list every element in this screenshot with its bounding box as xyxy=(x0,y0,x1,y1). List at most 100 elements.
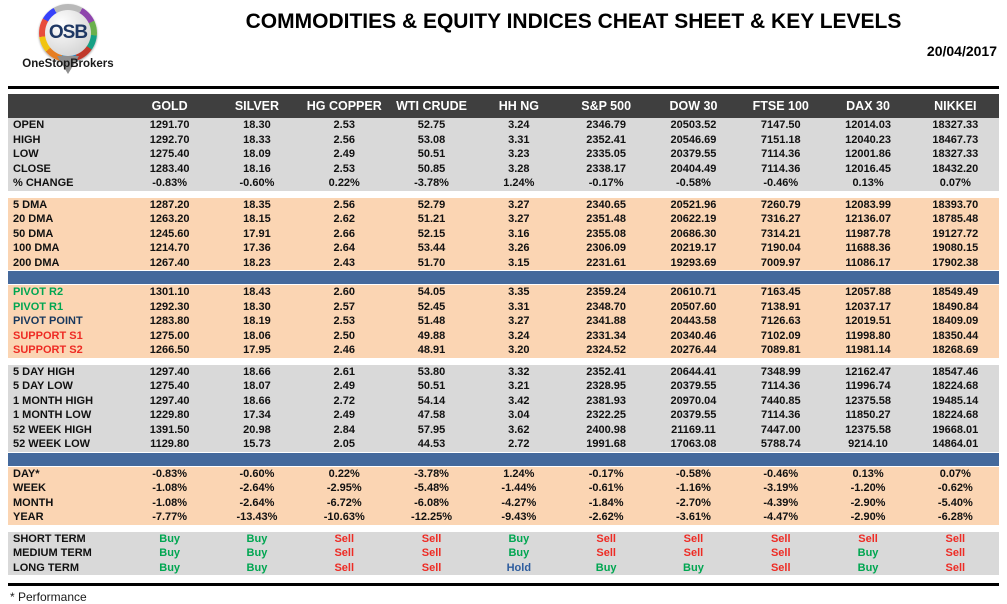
value-cell: 11850.27 xyxy=(845,409,891,422)
column-header: WTI CRUDE xyxy=(396,99,467,113)
value-cell: 0.13% xyxy=(852,467,884,480)
value-cell: -12.25% xyxy=(411,511,453,524)
value-cell: 20622.19 xyxy=(670,213,717,226)
value-cell: 19127.72 xyxy=(932,227,979,240)
value-cell: 2335.05 xyxy=(586,148,627,161)
value-cell: 20219.17 xyxy=(670,242,717,255)
table-row: PIVOT R1 1292.30 18.30 2.57 52.45 3.31 2348.70… xyxy=(8,300,999,315)
value-cell: 1129.80 xyxy=(150,438,190,451)
table-row: 20 DMA 1263.20 18.15 2.62 51.21 3.27 2351.48 20… xyxy=(8,212,999,227)
value-cell: 18.66 xyxy=(243,394,271,407)
value-cell: 2328.95 xyxy=(586,380,627,393)
row-label: MEDIUM TERM xyxy=(13,547,92,560)
table-row: CLOSE 1283.40 18.16 2.53 50.85 3.28 2338.17 204… xyxy=(8,162,999,177)
value-cell: 0.22% xyxy=(328,177,360,190)
value-cell: 7163.45 xyxy=(760,286,801,299)
value-cell: Sell xyxy=(421,532,442,545)
value-cell: Sell xyxy=(334,532,355,545)
value-cell: 2381.93 xyxy=(586,394,627,407)
value-cell: 7089.81 xyxy=(760,344,801,357)
value-cell: -2.64% xyxy=(239,496,275,509)
value-cell: 1214.70 xyxy=(149,242,190,255)
section-gap xyxy=(8,524,999,532)
value-cell: 50.51 xyxy=(417,148,446,161)
report-header: OSB OneStopBrokers COMMODITIES & EQUITY … xyxy=(0,0,1007,86)
value-cell: -0.60% xyxy=(239,467,275,480)
value-cell: -3.78% xyxy=(414,177,449,190)
value-cell: 1291.70 xyxy=(149,119,190,132)
value-cell: 51.70 xyxy=(417,256,446,269)
column-header: GOLD xyxy=(151,99,188,113)
value-cell: 2338.17 xyxy=(586,162,627,175)
value-cell: -1.20% xyxy=(850,482,886,495)
row-label: SUPPORT S1 xyxy=(13,329,83,342)
table-row: 5 DMA 1287.20 18.35 2.56 52.79 3.27 2340.65 205… xyxy=(8,198,999,213)
value-cell: 18547.46 xyxy=(932,365,979,378)
value-cell: 12001.86 xyxy=(845,148,891,161)
value-cell: 51.48 xyxy=(417,315,446,328)
value-cell: -4.39% xyxy=(763,496,799,509)
row-label: 100 DMA xyxy=(13,242,60,255)
value-cell: Sell xyxy=(945,561,966,574)
value-cell: 2.60 xyxy=(333,286,355,299)
value-cell: -0.83% xyxy=(152,177,188,190)
logo-pin-tail xyxy=(57,56,79,74)
value-cell: 1301.10 xyxy=(149,286,190,299)
value-cell: 2.49 xyxy=(333,409,355,422)
value-cell: 18467.73 xyxy=(932,133,979,146)
row-label: 5 DAY LOW xyxy=(13,380,73,393)
value-cell: 12083.99 xyxy=(845,198,891,211)
value-cell: 1266.50 xyxy=(149,344,190,357)
value-cell: 50.51 xyxy=(417,380,446,393)
value-cell: 5788.74 xyxy=(760,438,801,451)
value-cell: -6.28% xyxy=(937,511,973,524)
row-label: CLOSE xyxy=(13,162,51,175)
value-cell: -0.83% xyxy=(152,467,188,480)
value-cell: 18.43 xyxy=(243,286,271,299)
table-row: % CHANGE -0.83% -0.60% 0.22% -3.78% 1.24% -0.1… xyxy=(8,176,999,191)
value-cell: Sell xyxy=(858,532,878,545)
value-cell: 2352.41 xyxy=(586,365,627,378)
value-cell: -3.78% xyxy=(414,467,449,480)
value-cell: Buy xyxy=(159,547,181,560)
value-cell: 3.16 xyxy=(508,227,530,240)
value-cell: Hold xyxy=(506,561,532,574)
value-cell: -6.08% xyxy=(414,496,449,509)
value-cell: -1.08% xyxy=(152,496,188,509)
value-cell: 7260.79 xyxy=(760,198,801,211)
value-cell: 1297.40 xyxy=(149,394,190,407)
value-cell: 1.24% xyxy=(503,467,535,480)
section-gap xyxy=(8,190,999,198)
value-cell: 2.53 xyxy=(333,315,355,328)
row-label: OPEN xyxy=(13,119,45,132)
value-cell: 3.24 xyxy=(508,119,530,132)
value-cell: -4.47% xyxy=(763,511,799,524)
value-cell: 53.80 xyxy=(417,365,446,378)
value-cell: 2.49 xyxy=(333,380,355,393)
row-label: HIGH xyxy=(13,133,41,146)
value-cell: Buy xyxy=(508,547,530,560)
value-cell: 21169.11 xyxy=(671,423,716,436)
value-cell: 1283.40 xyxy=(149,162,190,175)
value-cell: 19293.69 xyxy=(670,256,717,269)
value-cell: 11688.36 xyxy=(845,242,891,255)
value-cell: 20340.46 xyxy=(670,329,717,342)
value-cell: 1245.60 xyxy=(149,227,190,240)
value-cell: 1287.20 xyxy=(149,198,190,211)
value-cell: 2340.65 xyxy=(586,198,627,211)
value-cell: Buy xyxy=(857,547,879,560)
value-cell: 18.30 xyxy=(243,300,271,313)
column-header: DOW 30 xyxy=(669,99,718,113)
value-cell: 3.28 xyxy=(508,162,530,175)
value-cell: 3.42 xyxy=(508,394,530,407)
value-cell: 18.66 xyxy=(243,365,271,378)
value-cell: -2.62% xyxy=(588,511,624,524)
value-cell: 53.08 xyxy=(417,133,446,146)
table-row: 52 WEEK HIGH 1391.50 20.98 2.84 57.95 3.62 240… xyxy=(8,423,999,438)
value-cell: 3.27 xyxy=(508,198,530,211)
value-cell: 12016.45 xyxy=(845,162,891,175)
column-header: S&P 500 xyxy=(581,99,632,113)
value-cell: 18549.49 xyxy=(932,286,979,299)
value-cell: -5.40% xyxy=(937,496,973,509)
